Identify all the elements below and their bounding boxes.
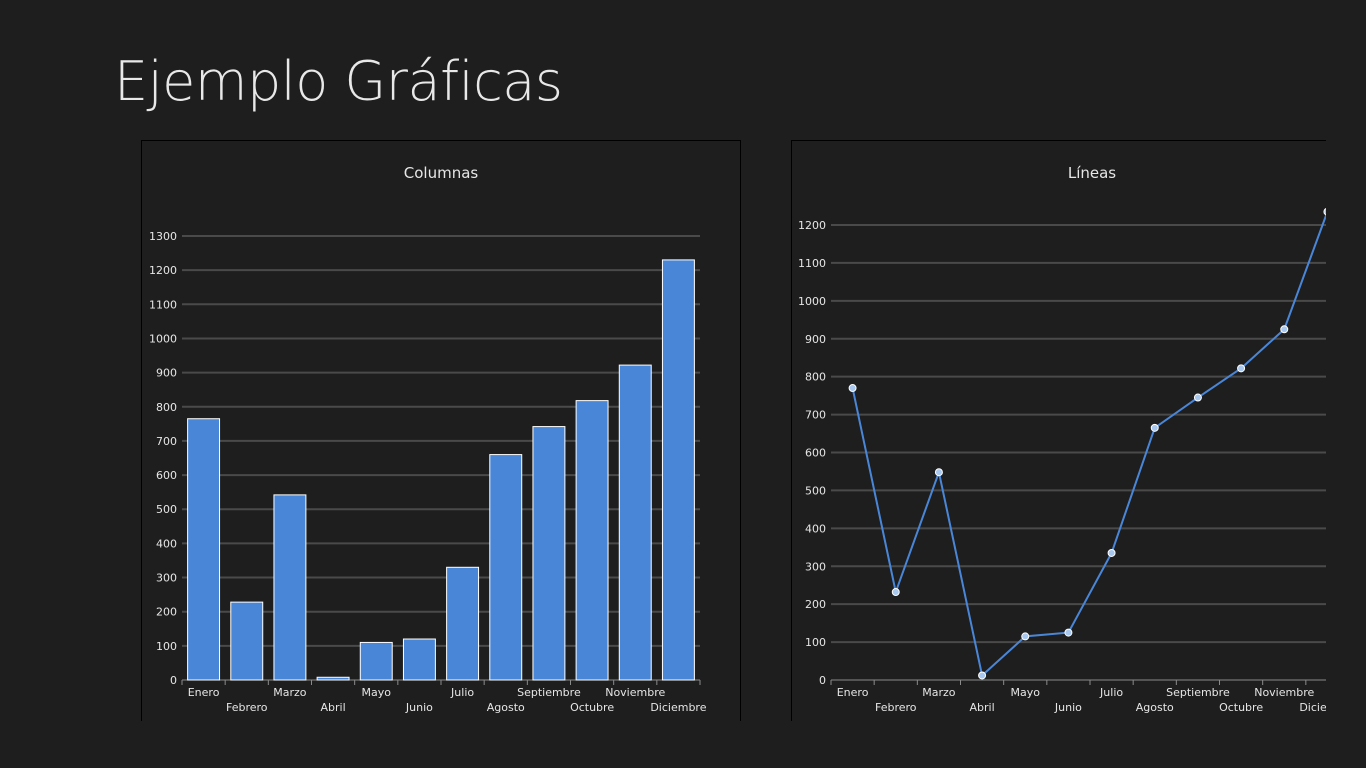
- bar-chart-y-tick-label: 900: [156, 367, 177, 380]
- line-series: [851, 212, 1326, 678]
- bar-chart-x-tick-label-octubre: Octubre: [570, 701, 614, 714]
- line-chart-x-tick-label-marzo: Marzo: [922, 686, 956, 699]
- bar-chart-x-tick-label-agosto: Agosto: [487, 701, 525, 714]
- line-chart-y-tick-label: 1200: [798, 219, 826, 232]
- line-chart-x-tick-label-junio: Junio: [1054, 701, 1082, 714]
- line-chart-y-tick-label: 1100: [798, 257, 826, 270]
- bar-chart-x-tick-label-febrero: Febrero: [226, 701, 268, 714]
- bar-febrero: [230, 601, 264, 681]
- point-mayo: [1021, 632, 1030, 641]
- bar-chart-y-tick-label: 400: [156, 537, 177, 550]
- point-enero: [848, 384, 857, 393]
- line-chart-x-tick-label-septiembre: Septiembre: [1166, 686, 1230, 699]
- line-chart-x-tick-label-diciembre: Diciembre: [1299, 701, 1326, 714]
- point-febrero: [891, 588, 900, 597]
- line-chart-y-tick-label: 200: [805, 598, 826, 611]
- line-chart-x-tick-label-enero: Enero: [837, 686, 869, 699]
- bar-julio: [446, 566, 480, 681]
- line-chart-x-tick-label-noviembre: Noviembre: [1254, 686, 1314, 699]
- point-noviembre: [1280, 325, 1289, 334]
- point-diciembre: [1323, 207, 1326, 216]
- bar-chart-x-tick-label-septiembre: Septiembre: [517, 686, 581, 699]
- bar-chart-y-tick-label: 300: [156, 572, 177, 585]
- line-chart-y-tick-label: 400: [805, 522, 826, 535]
- bar-septiembre: [532, 426, 566, 681]
- point-septiembre: [1193, 393, 1202, 402]
- line-chart-y-tick-label: 900: [805, 333, 826, 346]
- bar-chart-y-tick-label: 1200: [149, 264, 177, 277]
- line-chart-y-tick-label: 700: [805, 409, 826, 422]
- point-marzo: [934, 468, 943, 477]
- line-chart-x-tick-label-febrero: Febrero: [875, 701, 917, 714]
- bar-chart-y-tick-label: 100: [156, 640, 177, 653]
- line-chart-y-tick-label: 0: [819, 674, 826, 687]
- bar-chart-y-tick-label: 1300: [149, 230, 177, 243]
- bar-noviembre: [618, 364, 652, 681]
- line-chart-y-tick-label: 100: [805, 636, 826, 649]
- point-octubre: [1237, 364, 1246, 373]
- point-julio: [1107, 548, 1116, 557]
- bar-chart-y-tick-label: 0: [170, 674, 177, 687]
- bar-chart-y-tick-label: 1000: [149, 332, 177, 345]
- bar-chart-x-tick-label-junio: Junio: [405, 701, 433, 714]
- line-chart-panel: Líneas 0 100 200 300 400 500 600 700 800 900 1000 1…: [791, 140, 1326, 721]
- bar-chart-x-tick-label-marzo: Marzo: [273, 686, 307, 699]
- line-chart-x-tick-label-julio: Julio: [1099, 686, 1123, 699]
- line-chart-x-tick-label-agosto: Agosto: [1136, 701, 1174, 714]
- page-title: Ejemplo Gráficas: [114, 50, 563, 113]
- bar-chart-y-tick-label: 600: [156, 469, 177, 482]
- line-chart: 0 100 200 300 400 500 600 700 800 900 1000 1100 1200…: [798, 207, 1326, 714]
- bar-chart-x-tick-label-enero: Enero: [188, 686, 220, 699]
- bar-chart-x-tick-label-mayo: Mayo: [362, 686, 392, 699]
- bar-diciembre: [661, 259, 695, 681]
- bar-chart-y-tick-label: 700: [156, 435, 177, 448]
- point-agosto: [1150, 423, 1159, 432]
- line-chart-x-tick-label-mayo: Mayo: [1011, 686, 1041, 699]
- line-chart-y-tick-label: 500: [805, 484, 826, 497]
- column-chart-panel: Columnas 0 100 200 300 400 500 600 700 800 900 100…: [141, 140, 741, 721]
- bar-junio: [402, 638, 436, 681]
- line-chart-title: Líneas: [1067, 164, 1117, 182]
- bar-enero: [187, 418, 221, 681]
- bar-chart-y-tick-label: 800: [156, 401, 177, 414]
- line-chart-y-tick-label: 300: [805, 560, 826, 573]
- column-chart-title: Columnas: [403, 164, 479, 182]
- line-chart-y-tick-label: 800: [805, 371, 826, 384]
- bar-mayo: [359, 641, 393, 681]
- line-chart-y-tick-label: 1000: [798, 295, 826, 308]
- bar-octubre: [575, 400, 609, 681]
- bar-chart-x-tick-label-diciembre: Diciembre: [650, 701, 706, 714]
- line-chart-y-tick-label: 600: [805, 447, 826, 460]
- bar-chart-x-tick-label-noviembre: Noviembre: [605, 686, 665, 699]
- bar-chart-y-tick-label: 200: [156, 606, 177, 619]
- bar-chart-x-tick-label-abril: Abril: [321, 701, 346, 714]
- bar-marzo: [273, 494, 307, 681]
- point-junio: [1064, 628, 1073, 637]
- bar-agosto: [489, 454, 523, 681]
- bar-chart-y-tick-label: 500: [156, 503, 177, 516]
- column-chart: 0 100 200 300 400 500 600 700 800 900 1000 1100 1200…: [149, 230, 707, 714]
- bar-chart-y-tick-label: 1100: [149, 298, 177, 311]
- line-chart-x-tick-label-octubre: Octubre: [1219, 701, 1263, 714]
- point-abril: [978, 671, 987, 680]
- bar-chart-x-tick-label-julio: Julio: [450, 686, 474, 699]
- line-chart-x-tick-label-abril: Abril: [970, 701, 995, 714]
- bar-abril: [316, 676, 350, 681]
